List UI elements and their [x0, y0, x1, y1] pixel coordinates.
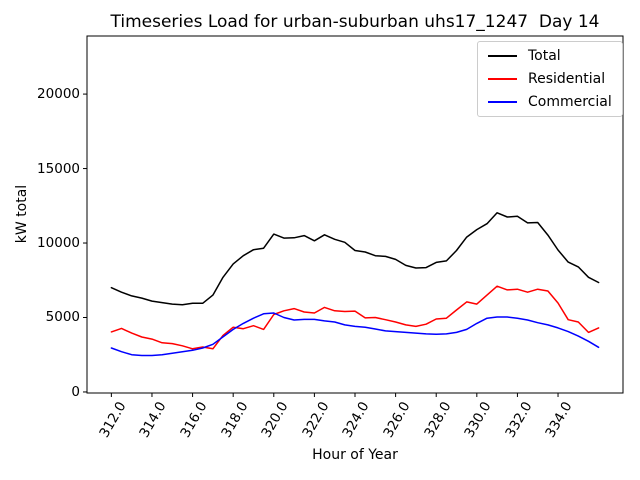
x-axis-label: Hour of Year	[312, 447, 398, 463]
y-tick-label: 15000	[37, 160, 80, 177]
legend-label-residential: Residential	[528, 71, 606, 87]
total-line-swatch	[488, 55, 517, 57]
legend-label-commercial: Commercial	[528, 94, 612, 110]
y-tick-label: 0	[71, 383, 80, 400]
legend: Total Residential Commercial	[477, 41, 623, 117]
legend-item-residential: Residential	[488, 71, 612, 87]
residential-line-swatch	[488, 78, 517, 80]
y-tick-label: 20000	[37, 86, 80, 103]
legend-item-commercial: Commercial	[488, 94, 612, 110]
series-line-commercial	[110, 312, 600, 357]
series-line-total	[110, 212, 600, 306]
commercial-line-swatch	[488, 101, 517, 103]
y-tick-label: 10000	[37, 235, 80, 252]
legend-label-total: Total	[528, 48, 561, 64]
legend-item-total: Total	[488, 48, 612, 64]
y-tick-label: 5000	[45, 309, 80, 326]
series-line-residential	[110, 285, 600, 350]
chart-title: Timeseries Load for urban-suburban uhs17…	[110, 12, 600, 32]
